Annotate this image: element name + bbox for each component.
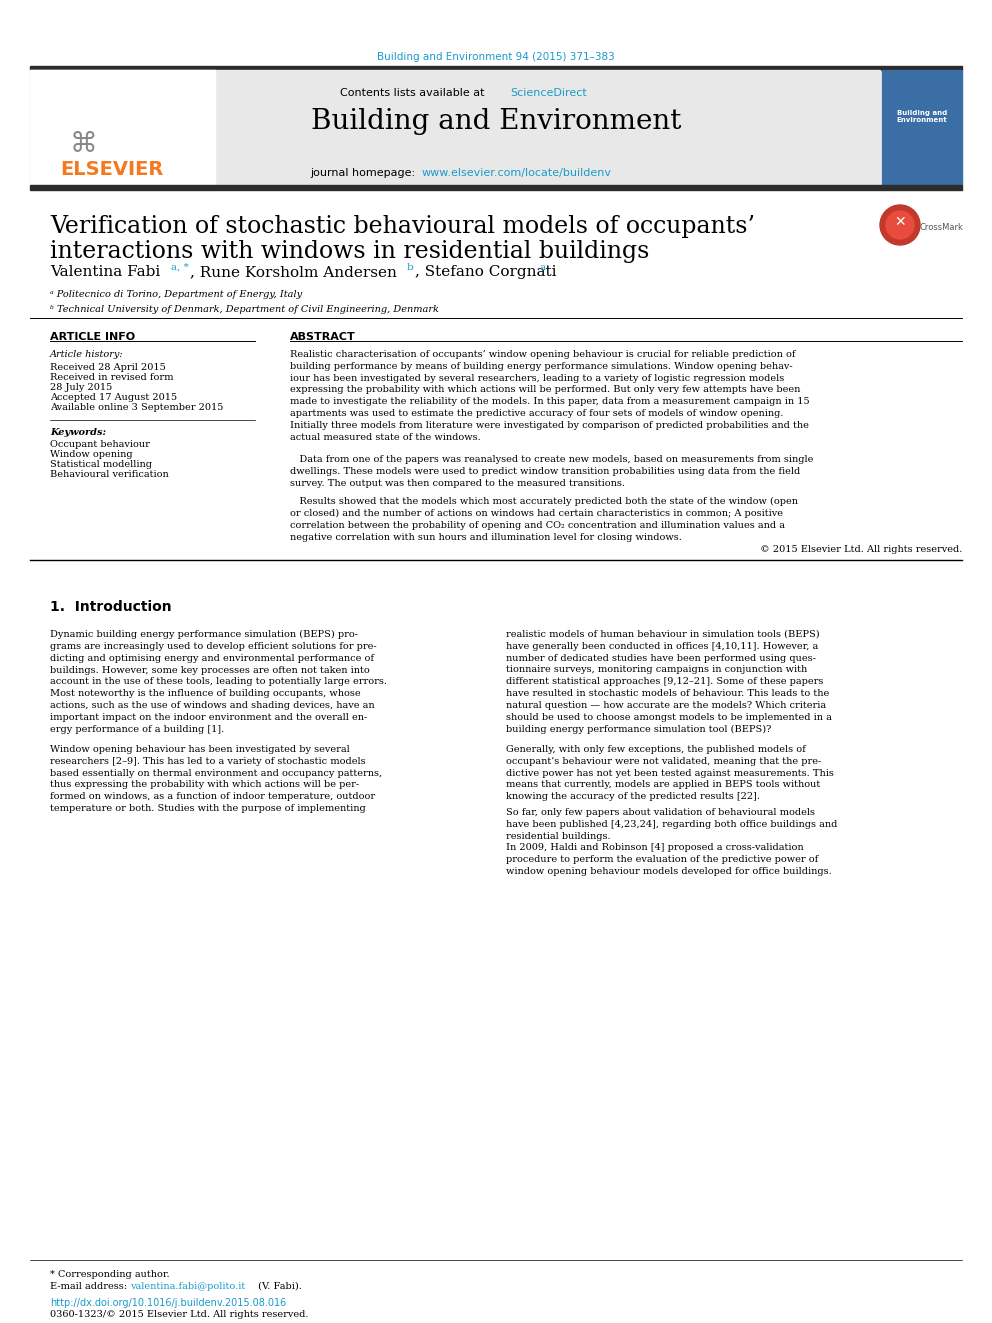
Text: ᵇ Technical University of Denmark, Department of Civil Engineering, Denmark: ᵇ Technical University of Denmark, Depar… — [50, 306, 438, 314]
Text: ARTICLE INFO: ARTICLE INFO — [50, 332, 135, 343]
Text: Window opening: Window opening — [50, 450, 133, 459]
Text: Building and Environment 94 (2015) 371–383: Building and Environment 94 (2015) 371–3… — [377, 52, 615, 62]
Text: Data from one of the papers was reanalysed to create new models, based on measur: Data from one of the papers was reanalys… — [290, 455, 813, 488]
Text: Verification of stochastic behavioural models of occupants’: Verification of stochastic behavioural m… — [50, 216, 755, 238]
Text: realistic models of human behaviour in simulation tools (BEPS)
have generally be: realistic models of human behaviour in s… — [506, 630, 832, 733]
Text: valentina.fabi@polito.it: valentina.fabi@polito.it — [130, 1282, 245, 1291]
Text: So far, only few papers about validation of behavioural models
have been publish: So far, only few papers about validation… — [506, 808, 837, 840]
Text: E-mail address:: E-mail address: — [50, 1282, 130, 1291]
Text: * Corresponding author.: * Corresponding author. — [50, 1270, 170, 1279]
Bar — [30, 185, 962, 191]
Text: Valentina Fabi: Valentina Fabi — [50, 265, 165, 279]
Text: b: b — [407, 263, 414, 273]
Text: ELSEVIER: ELSEVIER — [60, 160, 164, 179]
Text: , Rune Korsholm Andersen: , Rune Korsholm Andersen — [190, 265, 402, 279]
Circle shape — [880, 205, 920, 245]
Text: 0360-1323/© 2015 Elsevier Ltd. All rights reserved.: 0360-1323/© 2015 Elsevier Ltd. All right… — [50, 1310, 309, 1319]
Text: Building and Environment: Building and Environment — [310, 108, 682, 135]
Text: © 2015 Elsevier Ltd. All rights reserved.: © 2015 Elsevier Ltd. All rights reserved… — [760, 545, 962, 554]
Text: Received 28 April 2015: Received 28 April 2015 — [50, 363, 166, 372]
Bar — [30, 66, 962, 70]
Text: Received in revised form: Received in revised form — [50, 373, 174, 382]
Text: CrossMark: CrossMark — [920, 224, 964, 233]
Text: Article history:: Article history: — [50, 351, 124, 359]
Text: , Stefano Corgnati: , Stefano Corgnati — [415, 265, 561, 279]
Text: Available online 3 September 2015: Available online 3 September 2015 — [50, 404, 223, 411]
Text: Building and
Environment: Building and Environment — [897, 110, 947, 123]
Bar — [30, 70, 880, 185]
Text: interactions with windows in residential buildings: interactions with windows in residential… — [50, 239, 650, 263]
Text: www.elsevier.com/locate/buildenv: www.elsevier.com/locate/buildenv — [422, 168, 612, 179]
Text: a, *: a, * — [171, 263, 188, 273]
Text: 28 July 2015: 28 July 2015 — [50, 382, 112, 392]
Text: http://dx.doi.org/10.1016/j.buildenv.2015.08.016: http://dx.doi.org/10.1016/j.buildenv.201… — [50, 1298, 287, 1308]
Text: a: a — [540, 263, 547, 273]
Text: Occupant behaviour: Occupant behaviour — [50, 441, 150, 448]
Text: ⌘: ⌘ — [70, 130, 98, 157]
Text: ✕: ✕ — [894, 216, 906, 229]
Text: ScienceDirect: ScienceDirect — [510, 89, 586, 98]
Text: Keywords:: Keywords: — [50, 429, 106, 437]
Text: Contents lists available at: Contents lists available at — [340, 89, 488, 98]
Circle shape — [886, 210, 914, 239]
Text: In 2009, Haldi and Robinson [4] proposed a cross-validation
procedure to perform: In 2009, Haldi and Robinson [4] proposed… — [506, 843, 831, 876]
Text: ᵃ Politecnico di Torino, Department of Energy, Italy: ᵃ Politecnico di Torino, Department of E… — [50, 290, 303, 299]
Text: Accepted 17 August 2015: Accepted 17 August 2015 — [50, 393, 178, 402]
Bar — [30, 70, 215, 185]
Text: ABSTRACT: ABSTRACT — [290, 332, 356, 343]
Text: Dynamic building energy performance simulation (BEPS) pro-
grams are increasingl: Dynamic building energy performance simu… — [50, 630, 387, 733]
Text: Behavioural verification: Behavioural verification — [50, 470, 169, 479]
Text: Realistic characterisation of occupants’ window opening behaviour is crucial for: Realistic characterisation of occupants’… — [290, 351, 809, 442]
Text: 1.  Introduction: 1. Introduction — [50, 601, 172, 614]
Text: Generally, with only few exceptions, the published models of
occupant’s behaviou: Generally, with only few exceptions, the… — [506, 745, 834, 802]
Text: Statistical modelling: Statistical modelling — [50, 460, 152, 468]
Bar — [882, 70, 962, 185]
Text: Results showed that the models which most accurately predicted both the state of: Results showed that the models which mos… — [290, 497, 798, 541]
Text: journal homepage:: journal homepage: — [310, 168, 419, 179]
Text: (V. Fabi).: (V. Fabi). — [255, 1282, 302, 1291]
Text: Window opening behaviour has been investigated by several
researchers [2–9]. Thi: Window opening behaviour has been invest… — [50, 745, 382, 814]
